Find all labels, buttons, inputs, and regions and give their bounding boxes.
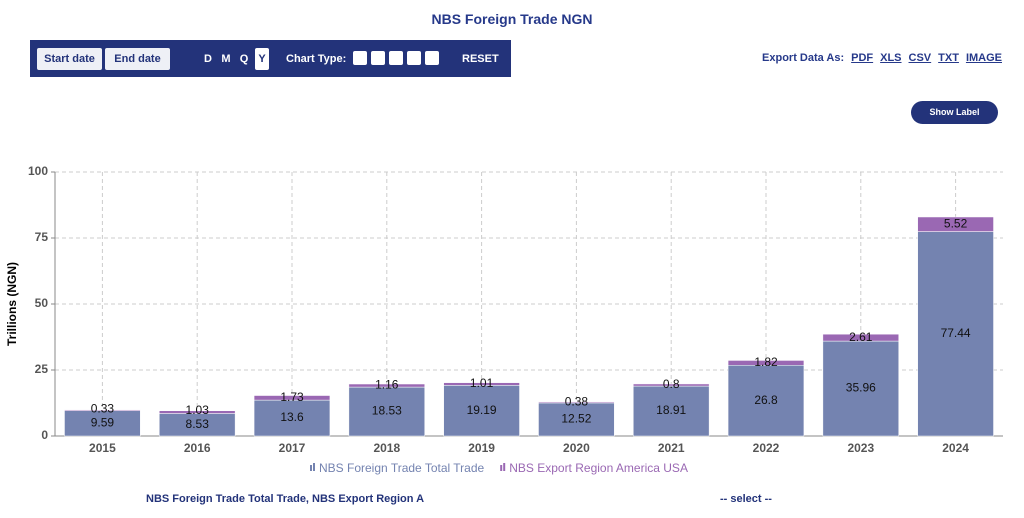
x-tick-label: 2023 bbox=[847, 441, 874, 455]
export-label: Export Data As: bbox=[762, 52, 845, 64]
bar-segment bbox=[822, 333, 899, 342]
export-link[interactable]: PDF bbox=[851, 52, 874, 64]
data-label: 26.8 bbox=[754, 393, 778, 407]
show-label-button[interactable]: Show Label bbox=[911, 101, 998, 124]
bar-segment bbox=[727, 364, 805, 437]
bar-segment bbox=[64, 409, 141, 411]
bar-segment bbox=[633, 385, 710, 437]
frequency-button[interactable]: Q bbox=[239, 53, 249, 65]
chart-type-icon[interactable] bbox=[353, 51, 367, 65]
page-title: NBS Foreign Trade NGN bbox=[431, 11, 593, 27]
bar-segment bbox=[633, 383, 710, 387]
chart-type-icon[interactable] bbox=[371, 51, 385, 65]
data-label: 12.52 bbox=[561, 412, 591, 426]
y-tick-label: 75 bbox=[35, 230, 49, 244]
legend-swatch bbox=[313, 463, 315, 471]
data-label: 19.19 bbox=[467, 403, 497, 417]
data-label: 1.03 bbox=[186, 403, 210, 417]
export-link[interactable]: TXT bbox=[938, 52, 959, 64]
frequency-button[interactable]: M bbox=[221, 53, 231, 65]
data-label: 13.6 bbox=[280, 410, 304, 424]
bar-segment bbox=[727, 360, 805, 366]
frequency-button[interactable]: Y bbox=[255, 48, 269, 70]
y-tick-label: 25 bbox=[35, 362, 49, 376]
x-tick-label: 2015 bbox=[89, 441, 116, 455]
x-tick-label: 2019 bbox=[468, 441, 495, 455]
x-tick-label: 2024 bbox=[942, 441, 969, 455]
export-bar: Export Data As: PDF XLS CSV TXT IMAGE bbox=[762, 52, 1002, 64]
toolbar: Start date End date D M Q Y Chart Type: RESET bbox=[30, 40, 511, 77]
legend-entry: NBS Foreign Trade Total Trade bbox=[319, 461, 485, 475]
y-axis-title: Trillions (NGN) bbox=[5, 262, 19, 346]
bar-segment bbox=[443, 385, 520, 437]
x-tick-label: 2016 bbox=[184, 441, 211, 455]
data-label: 0.33 bbox=[91, 402, 115, 416]
selection-text: NBS Foreign Trade Total Trade, NBS Expor… bbox=[146, 493, 425, 505]
y-tick-label: 50 bbox=[35, 296, 49, 310]
data-label: 2.61 bbox=[849, 330, 873, 344]
data-label: 9.59 bbox=[91, 416, 115, 430]
chart-type-icon[interactable] bbox=[407, 51, 421, 65]
bar-segment bbox=[822, 340, 899, 437]
frequency-button[interactable]: D bbox=[204, 53, 212, 65]
bar-segment bbox=[917, 231, 994, 437]
data-label: 77.44 bbox=[941, 326, 971, 340]
bar-segment bbox=[253, 399, 331, 437]
bar-segment bbox=[917, 216, 994, 232]
legend-swatch bbox=[310, 465, 312, 471]
x-tick-label: 2017 bbox=[279, 441, 306, 455]
date-button[interactable]: End date bbox=[105, 48, 170, 70]
bar-segment bbox=[538, 402, 615, 437]
x-tick-label: 2022 bbox=[753, 441, 780, 455]
reset-button[interactable]: RESET bbox=[462, 53, 499, 65]
legend-entry: NBS Export Region America USA bbox=[509, 461, 688, 475]
data-label: 0.8 bbox=[663, 377, 680, 391]
data-label: 8.53 bbox=[186, 417, 210, 431]
data-label: 5.52 bbox=[944, 216, 968, 230]
data-label: 18.53 bbox=[372, 404, 402, 418]
data-label: 35.96 bbox=[846, 381, 876, 395]
x-tick-label: 2018 bbox=[373, 441, 400, 455]
chart-type-label: Chart Type: bbox=[286, 53, 347, 65]
x-tick-label: 2020 bbox=[563, 441, 590, 455]
data-label: 1.01 bbox=[470, 376, 494, 390]
data-label: 1.82 bbox=[754, 355, 778, 369]
export-link[interactable]: IMAGE bbox=[965, 52, 1002, 64]
chart-type-icon[interactable] bbox=[425, 51, 439, 65]
bar-segment bbox=[348, 383, 425, 388]
data-label: 18.91 bbox=[656, 403, 686, 417]
export-link[interactable]: CSV bbox=[908, 52, 932, 64]
legend-swatch bbox=[503, 463, 506, 471]
bar-segment bbox=[159, 410, 236, 414]
data-label: 0.38 bbox=[565, 395, 589, 409]
chart-type-icon[interactable] bbox=[389, 51, 403, 65]
y-tick-label: 0 bbox=[41, 428, 48, 442]
bar-segment bbox=[253, 395, 331, 401]
bar-segment bbox=[348, 386, 425, 437]
date-button[interactable]: Start date bbox=[37, 48, 102, 70]
export-link[interactable]: XLS bbox=[880, 52, 902, 64]
x-tick-label: 2021 bbox=[658, 441, 685, 455]
bar-segment bbox=[443, 382, 520, 386]
data-label: 1.73 bbox=[280, 390, 304, 404]
select-dropdown[interactable]: -- select -- bbox=[720, 493, 772, 505]
legend-swatch bbox=[500, 465, 503, 471]
y-tick-label: 100 bbox=[28, 164, 48, 178]
bar-segment bbox=[538, 401, 615, 404]
bar-segment bbox=[64, 410, 141, 437]
data-label: 1.16 bbox=[375, 378, 399, 392]
